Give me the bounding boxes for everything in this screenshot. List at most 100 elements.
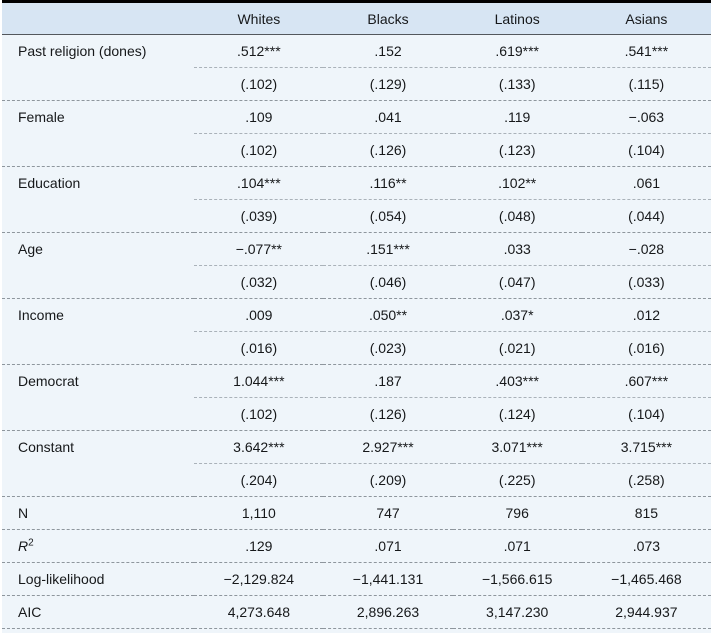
row-label-empty: [2, 133, 195, 167]
coef-cell: .037*: [452, 298, 582, 332]
r-squared-symbol: R: [18, 538, 29, 554]
se-cell: (.126): [323, 397, 453, 431]
stat-cell: −2,129.824: [194, 562, 324, 596]
coef-cell: .104***: [194, 166, 324, 200]
stat-row-bic: BIC 4,308.733 2,928.575 3,179.987 2,977.…: [2, 628, 711, 633]
coef-row-age: Age −.077** .151*** .033 −.028: [2, 232, 711, 266]
coef-cell: .041: [323, 100, 453, 134]
se-row-education: (.039) (.054) (.048) (.044): [2, 199, 711, 233]
header-cell-empty: [2, 3, 195, 35]
se-cell: (.047): [452, 265, 582, 299]
coef-cell: −.063: [581, 100, 711, 134]
stat-row-n: N 1,110 747 796 815: [2, 496, 711, 530]
row-label: N: [2, 496, 195, 530]
stat-cell: 1,110: [194, 496, 324, 530]
stat-cell: .073: [581, 529, 711, 563]
row-label: Log-likelihood: [2, 562, 195, 596]
row-label: BIC: [2, 628, 195, 633]
se-row-constant: (.204) (.209) (.225) (.258): [2, 463, 711, 497]
se-cell: (.039): [194, 199, 324, 233]
stat-cell: −1,566.615: [452, 562, 582, 596]
row-label: Democrat: [2, 364, 195, 398]
header-row: Whites Blacks Latinos Asians: [2, 3, 711, 35]
coef-row-constant: Constant 3.642*** 2.927*** 3.071*** 3.71…: [2, 430, 711, 464]
stat-cell: 2,977.859: [581, 628, 711, 633]
row-label: Past religion (dones): [2, 34, 195, 68]
r-squared-exponent: 2: [28, 537, 34, 549]
se-cell: (.123): [452, 133, 582, 167]
stat-cell: 2,896.263: [323, 595, 453, 629]
se-cell: (.204): [194, 463, 324, 497]
coef-cell: −.077**: [194, 232, 324, 266]
header-cell-whites: Whites: [194, 3, 324, 35]
coef-row-female: Female .109 .041 .119 −.063: [2, 100, 711, 134]
stat-cell: 796: [452, 496, 582, 530]
coef-cell: .050**: [323, 298, 453, 332]
coef-cell: .012: [581, 298, 711, 332]
coef-cell: .607***: [581, 364, 711, 398]
se-cell: (.115): [581, 67, 711, 101]
coef-row-past-religion: Past religion (dones) .512*** .152 .619*…: [2, 34, 711, 68]
stat-cell: .129: [194, 529, 324, 563]
row-label: Constant: [2, 430, 195, 464]
coef-cell: .512***: [194, 34, 324, 68]
stat-row-r-squared: R2 .129 .071 .071 .073: [2, 529, 711, 563]
se-cell: (.104): [581, 133, 711, 167]
se-cell: (.021): [452, 331, 582, 365]
se-row-democrat: (.102) (.126) (.124) (.104): [2, 397, 711, 431]
coef-cell: .033: [452, 232, 582, 266]
coef-cell: .403***: [452, 364, 582, 398]
row-label: R2: [2, 529, 195, 563]
coef-cell: 1.044***: [194, 364, 324, 398]
row-label-empty: [2, 265, 195, 299]
stat-cell: .071: [323, 529, 453, 563]
coef-cell: .619***: [452, 34, 582, 68]
se-cell: (.258): [581, 463, 711, 497]
se-row-income: (.016) (.023) (.021) (.016): [2, 331, 711, 365]
stat-row-log-likelihood: Log-likelihood −2,129.824 −1,441.131 −1,…: [2, 562, 711, 596]
se-cell: (.032): [194, 265, 324, 299]
coef-cell: .187: [323, 364, 453, 398]
coef-cell: 3.642***: [194, 430, 324, 464]
stat-cell: −1,441.131: [323, 562, 453, 596]
se-cell: (.102): [194, 67, 324, 101]
coef-row-income: Income .009 .050** .037* .012: [2, 298, 711, 332]
stat-cell: 2,928.575: [323, 628, 453, 633]
coef-cell: .061: [581, 166, 711, 200]
stat-cell: 2,944.937: [581, 595, 711, 629]
se-row-female: (.102) (.126) (.123) (.104): [2, 133, 711, 167]
stat-cell: −1,465.468: [581, 562, 711, 596]
row-label-empty: [2, 67, 195, 101]
regression-results-table: Whites Blacks Latinos Asians Past religi…: [2, 3, 711, 633]
coef-cell: .116**: [323, 166, 453, 200]
stat-cell: 3,147.230: [452, 595, 582, 629]
stat-cell: .071: [452, 529, 582, 563]
stat-cell: 747: [323, 496, 453, 530]
se-cell: (.016): [581, 331, 711, 365]
se-cell: (.023): [323, 331, 453, 365]
row-label-empty: [2, 331, 195, 365]
row-label: Education: [2, 166, 195, 200]
se-cell: (.104): [581, 397, 711, 431]
coef-row-democrat: Democrat 1.044*** .187 .403*** .607***: [2, 364, 711, 398]
stat-cell: 815: [581, 496, 711, 530]
row-label-empty: [2, 199, 195, 233]
se-cell: (.102): [194, 133, 324, 167]
se-row-age: (.032) (.046) (.047) (.033): [2, 265, 711, 299]
stat-cell: 3,179.987: [452, 628, 582, 633]
coef-cell: −.028: [581, 232, 711, 266]
se-cell: (.209): [323, 463, 453, 497]
se-cell: (.124): [452, 397, 582, 431]
header-cell-latinos: Latinos: [452, 3, 582, 35]
coef-cell: .009: [194, 298, 324, 332]
coef-cell: .152: [323, 34, 453, 68]
row-label: Income: [2, 298, 195, 332]
se-cell: (.102): [194, 397, 324, 431]
se-cell: (.126): [323, 133, 453, 167]
row-label: AIC: [2, 595, 195, 629]
coef-cell: .119: [452, 100, 582, 134]
row-label-empty: [2, 463, 195, 497]
stat-cell: 4,273.648: [194, 595, 324, 629]
se-cell: (.048): [452, 199, 582, 233]
